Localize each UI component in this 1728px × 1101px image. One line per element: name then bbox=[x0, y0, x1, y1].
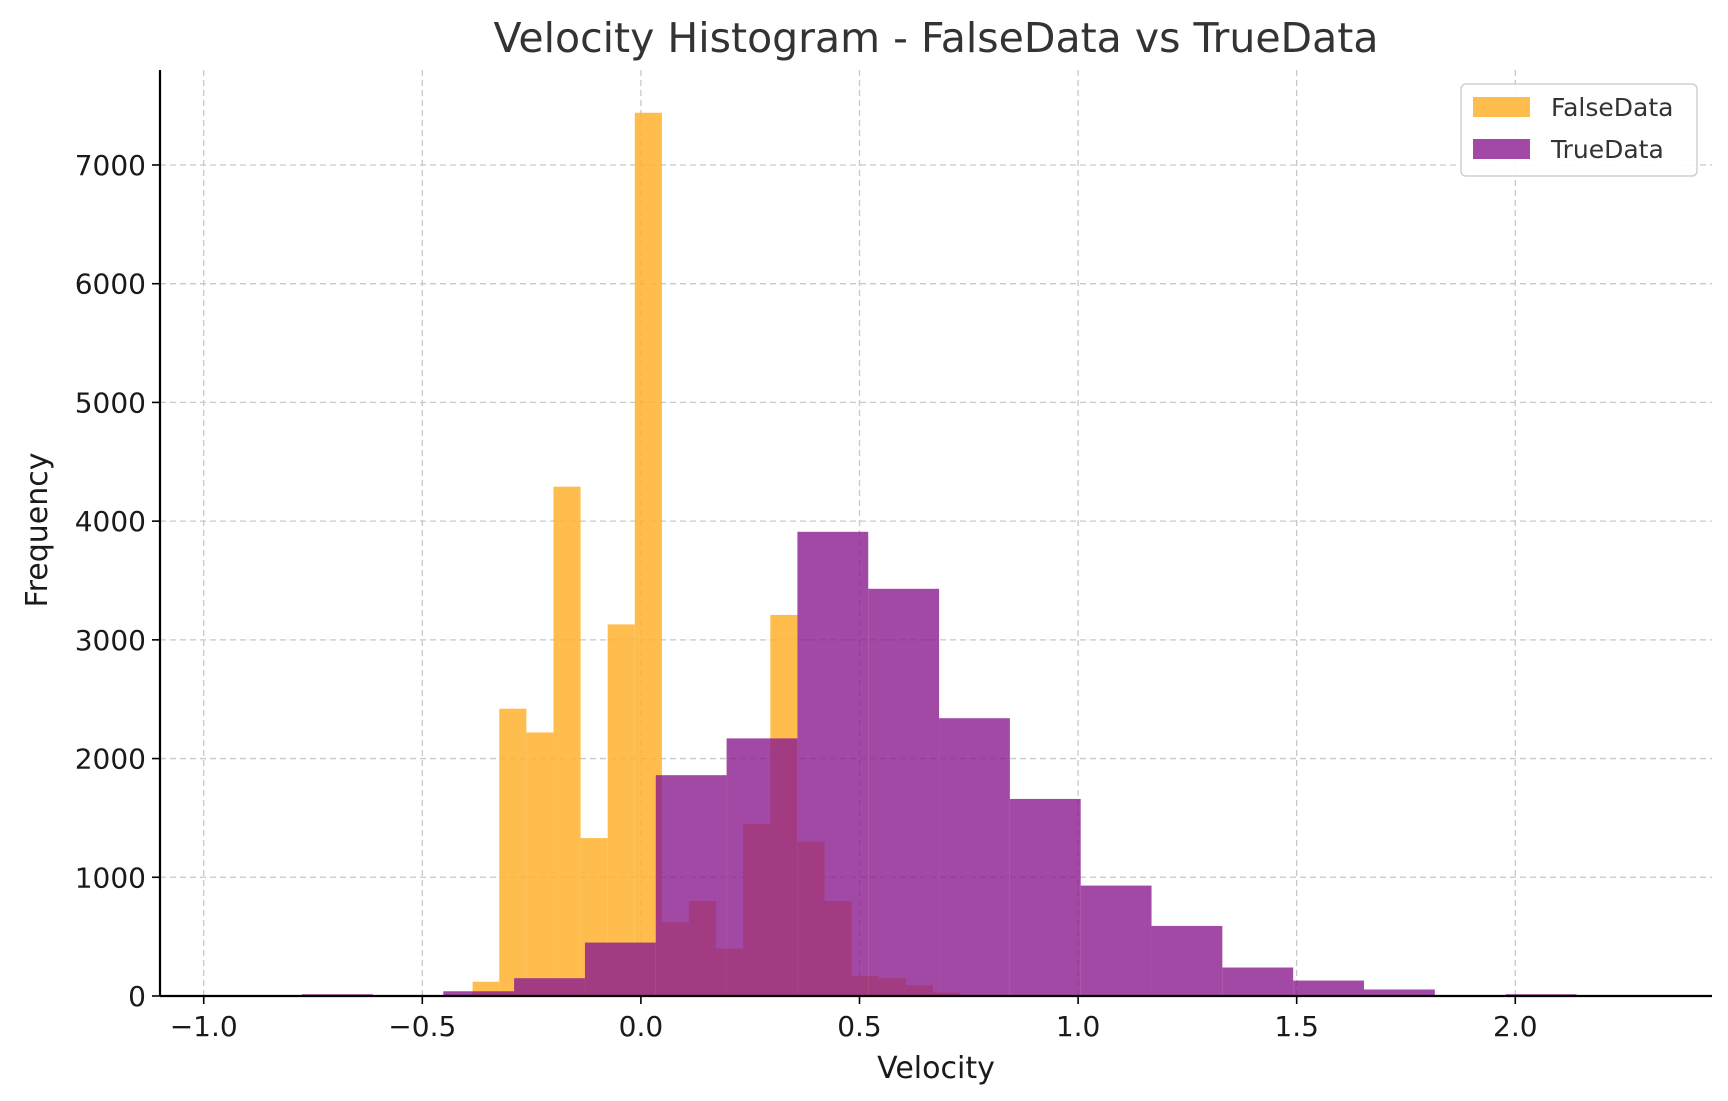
histogram-bars bbox=[302, 112, 1577, 996]
bar-truedata bbox=[1080, 885, 1152, 996]
bar-truedata bbox=[655, 775, 727, 996]
legend: FalseData TrueData bbox=[1460, 83, 1698, 177]
y-tick-label: 0 bbox=[128, 980, 146, 1013]
y-tick-label: 1000 bbox=[75, 861, 146, 894]
bar-truedata bbox=[1009, 798, 1081, 996]
chart-title: Velocity Histogram - FalseData vs TrueDa… bbox=[494, 14, 1379, 62]
x-tick-label: −0.5 bbox=[388, 1010, 456, 1043]
bar-falsedata bbox=[526, 732, 554, 996]
x-axis-ticks: −1.0 −0.5 0.0 0.5 1.0 1.5 2.0 bbox=[170, 996, 1538, 1043]
x-tick-label: 1.0 bbox=[1056, 1010, 1101, 1043]
x-tick-label: 0.5 bbox=[837, 1010, 882, 1043]
bar-truedata bbox=[1222, 967, 1294, 996]
y-tick-label: 4000 bbox=[75, 505, 146, 538]
bar-truedata bbox=[868, 588, 940, 996]
y-axis-label: Frequency bbox=[20, 453, 55, 608]
axes bbox=[158, 70, 1712, 998]
x-tick-label: 2.0 bbox=[1493, 1010, 1538, 1043]
bar-truedata bbox=[443, 991, 515, 996]
bar-truedata bbox=[1293, 980, 1365, 996]
bar-truedata bbox=[584, 942, 656, 996]
legend-swatch-truedata bbox=[1473, 139, 1530, 159]
y-tick-label: 5000 bbox=[75, 386, 146, 419]
x-tick-label: 1.5 bbox=[1274, 1010, 1319, 1043]
bar-truedata bbox=[1151, 925, 1223, 996]
bar-truedata bbox=[1364, 989, 1435, 996]
bar-falsedata bbox=[499, 708, 527, 996]
bar-truedata bbox=[939, 718, 1010, 996]
legend-label-falsedata: FalseData bbox=[1551, 93, 1673, 122]
series-truedata-bars bbox=[302, 531, 1577, 996]
x-tick-label: 0.0 bbox=[619, 1010, 664, 1043]
bar-truedata bbox=[726, 738, 798, 996]
legend-swatch-falsedata bbox=[1473, 97, 1530, 117]
y-tick-label: 6000 bbox=[75, 268, 146, 301]
x-axis-label: Velocity bbox=[877, 1051, 995, 1086]
bar-truedata bbox=[514, 978, 585, 996]
y-tick-label: 7000 bbox=[75, 149, 146, 182]
y-axis-ticks: 0 1000 2000 3000 4000 5000 6000 7000 bbox=[75, 149, 160, 1013]
y-tick-label: 2000 bbox=[75, 743, 146, 776]
y-tick-label: 3000 bbox=[75, 624, 146, 657]
bar-falsedata bbox=[607, 624, 635, 996]
bar-truedata bbox=[797, 531, 869, 996]
bar-falsedata bbox=[553, 486, 581, 996]
x-tick-label: −1.0 bbox=[170, 1010, 238, 1043]
legend-label-truedata: TrueData bbox=[1550, 135, 1664, 164]
